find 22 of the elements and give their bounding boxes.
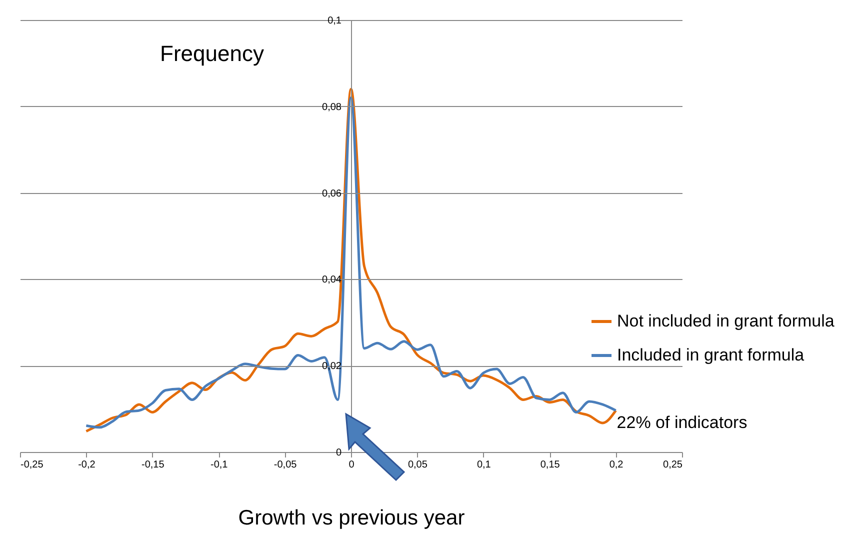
text: Frequency	[160, 41, 264, 66]
legend-label: Not included in grant formula	[617, 312, 835, 330]
x-tick-label: -0,2	[78, 460, 96, 470]
y-tick-label: 0,1	[328, 16, 342, 26]
y-tick-label: 0,02	[322, 361, 342, 372]
legend-label: Included in grant formula	[617, 346, 805, 364]
x-tick-label: 0,05	[408, 460, 428, 470]
x-tick-label: -0,15	[142, 460, 165, 470]
annotation: 22% of indicators	[616, 413, 748, 432]
x-tick-label: -0,25	[20, 460, 44, 470]
x-axis-title: Growth vs previous year	[238, 506, 465, 530]
x-tick-label: -0,1	[210, 460, 228, 470]
y-tick-label: 0,04	[322, 274, 342, 286]
y-tick-label: 0	[336, 448, 342, 458]
y-tick-label: 0,06	[322, 188, 342, 200]
x-tick-label: 0,2	[609, 460, 624, 470]
x-tick-label: -0,05	[274, 460, 298, 470]
y-tick-label: 0,08	[322, 102, 342, 113]
x-tick-label: 0,1	[476, 460, 492, 470]
x-tick-label: 0,15	[540, 460, 560, 470]
x-tick-label: 0	[348, 460, 355, 470]
x-tick-label: 0,25	[663, 460, 683, 470]
